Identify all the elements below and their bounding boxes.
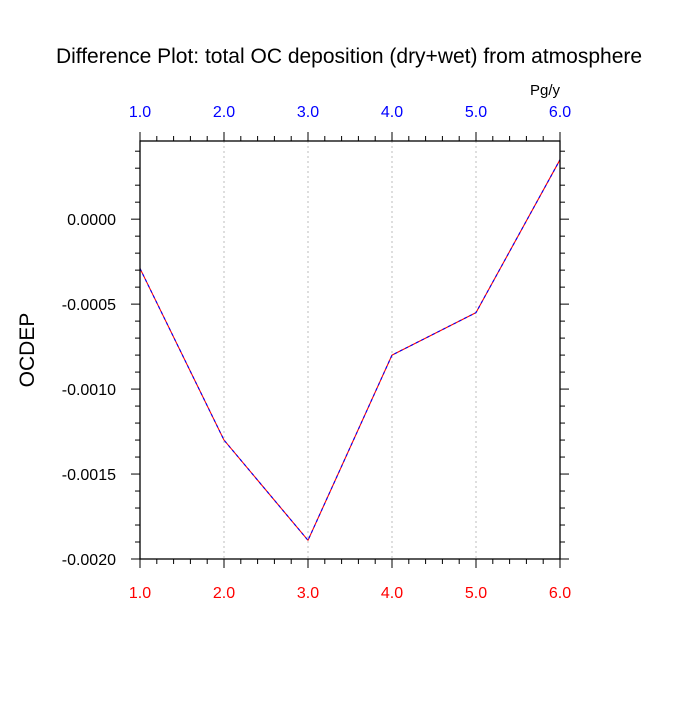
x-tick-label-bottom: 1.0 xyxy=(129,585,151,602)
x-tick-label-bottom: 4.0 xyxy=(381,585,403,602)
series-line-overlay xyxy=(139,159,561,541)
x-tick-label-bottom: 5.0 xyxy=(465,585,487,602)
x-tick-label-top: 1.0 xyxy=(129,104,151,121)
series-line xyxy=(139,159,561,541)
x-tick-label-top: 6.0 xyxy=(549,104,571,121)
tick-labels: 1.0 1.0 2.0 2.0 3.0 3.0 4.0 4.0 5.0 5.0 6.0 6.0 0.00… xyxy=(62,104,571,602)
x-tick-label-top: 2.0 xyxy=(213,104,235,121)
y-tick-label: -0.0010 xyxy=(62,382,116,399)
x-tick-label-bottom: 2.0 xyxy=(213,585,235,602)
gridlines xyxy=(223,141,477,559)
x-tick-label-bottom: 6.0 xyxy=(549,585,571,602)
x-tick-label-top: 3.0 xyxy=(297,104,319,121)
axis-ticks xyxy=(131,132,569,568)
y-axis-title: OCDEP xyxy=(16,313,39,388)
units-label: Pg/y xyxy=(530,82,561,99)
y-tick-label: -0.0005 xyxy=(62,297,116,314)
y-tick-label: -0.0020 xyxy=(62,552,116,569)
x-tick-label-top: 4.0 xyxy=(381,104,403,121)
data-series xyxy=(139,159,561,541)
y-tick-label: -0.0015 xyxy=(62,467,116,484)
x-tick-label-top: 5.0 xyxy=(465,104,487,121)
plot-frame xyxy=(139,140,561,560)
y-tick-label: 0.0000 xyxy=(67,212,116,229)
x-tick-label-bottom: 3.0 xyxy=(297,585,319,602)
chart-title: Difference Plot: total OC deposition (dr… xyxy=(56,45,642,68)
